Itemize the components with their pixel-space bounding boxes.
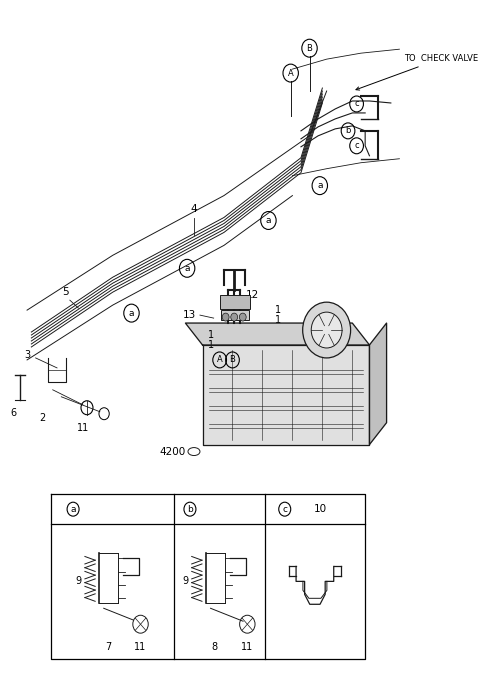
Circle shape bbox=[240, 313, 246, 321]
Polygon shape bbox=[370, 323, 386, 445]
Circle shape bbox=[133, 615, 148, 633]
Text: a: a bbox=[317, 181, 323, 190]
Circle shape bbox=[303, 302, 350, 358]
Text: 1: 1 bbox=[207, 340, 214, 350]
Circle shape bbox=[231, 313, 238, 321]
Bar bbox=[220, 295, 251, 309]
Text: c: c bbox=[282, 505, 287, 514]
Circle shape bbox=[311, 312, 342, 348]
Text: B: B bbox=[229, 356, 235, 364]
Text: 11: 11 bbox=[134, 642, 147, 651]
Polygon shape bbox=[185, 323, 370, 345]
Text: 11: 11 bbox=[77, 423, 89, 433]
Text: b: b bbox=[345, 126, 351, 136]
Text: a: a bbox=[184, 264, 190, 273]
Text: 11: 11 bbox=[241, 642, 253, 651]
Text: A: A bbox=[288, 68, 294, 77]
Text: 13: 13 bbox=[183, 310, 196, 320]
Text: 1: 1 bbox=[276, 315, 281, 325]
Text: 10: 10 bbox=[313, 504, 326, 514]
Text: 8: 8 bbox=[212, 642, 218, 651]
Text: 2: 2 bbox=[39, 412, 46, 423]
Text: 3: 3 bbox=[24, 350, 30, 360]
Text: TO  CHECK VALVE: TO CHECK VALVE bbox=[356, 54, 478, 90]
Text: 9: 9 bbox=[75, 576, 82, 586]
Text: b: b bbox=[187, 505, 193, 514]
Text: 12: 12 bbox=[245, 290, 259, 300]
Text: a: a bbox=[266, 216, 271, 225]
Text: 9: 9 bbox=[182, 576, 188, 586]
Ellipse shape bbox=[188, 447, 200, 456]
Text: 5: 5 bbox=[62, 287, 69, 297]
Text: 1: 1 bbox=[207, 330, 214, 340]
Text: c: c bbox=[354, 141, 359, 150]
Bar bbox=[221, 310, 249, 320]
Text: 6: 6 bbox=[10, 408, 16, 418]
Text: 4: 4 bbox=[191, 203, 197, 214]
Text: 7: 7 bbox=[105, 642, 111, 651]
Polygon shape bbox=[203, 345, 370, 445]
Text: 1: 1 bbox=[276, 305, 281, 315]
Circle shape bbox=[222, 313, 229, 321]
Text: c: c bbox=[354, 99, 359, 108]
Text: a: a bbox=[129, 309, 134, 318]
Circle shape bbox=[240, 615, 255, 633]
Text: B: B bbox=[307, 44, 312, 53]
Text: 4200: 4200 bbox=[159, 447, 185, 457]
Text: a: a bbox=[71, 505, 76, 514]
Text: A: A bbox=[217, 356, 223, 364]
